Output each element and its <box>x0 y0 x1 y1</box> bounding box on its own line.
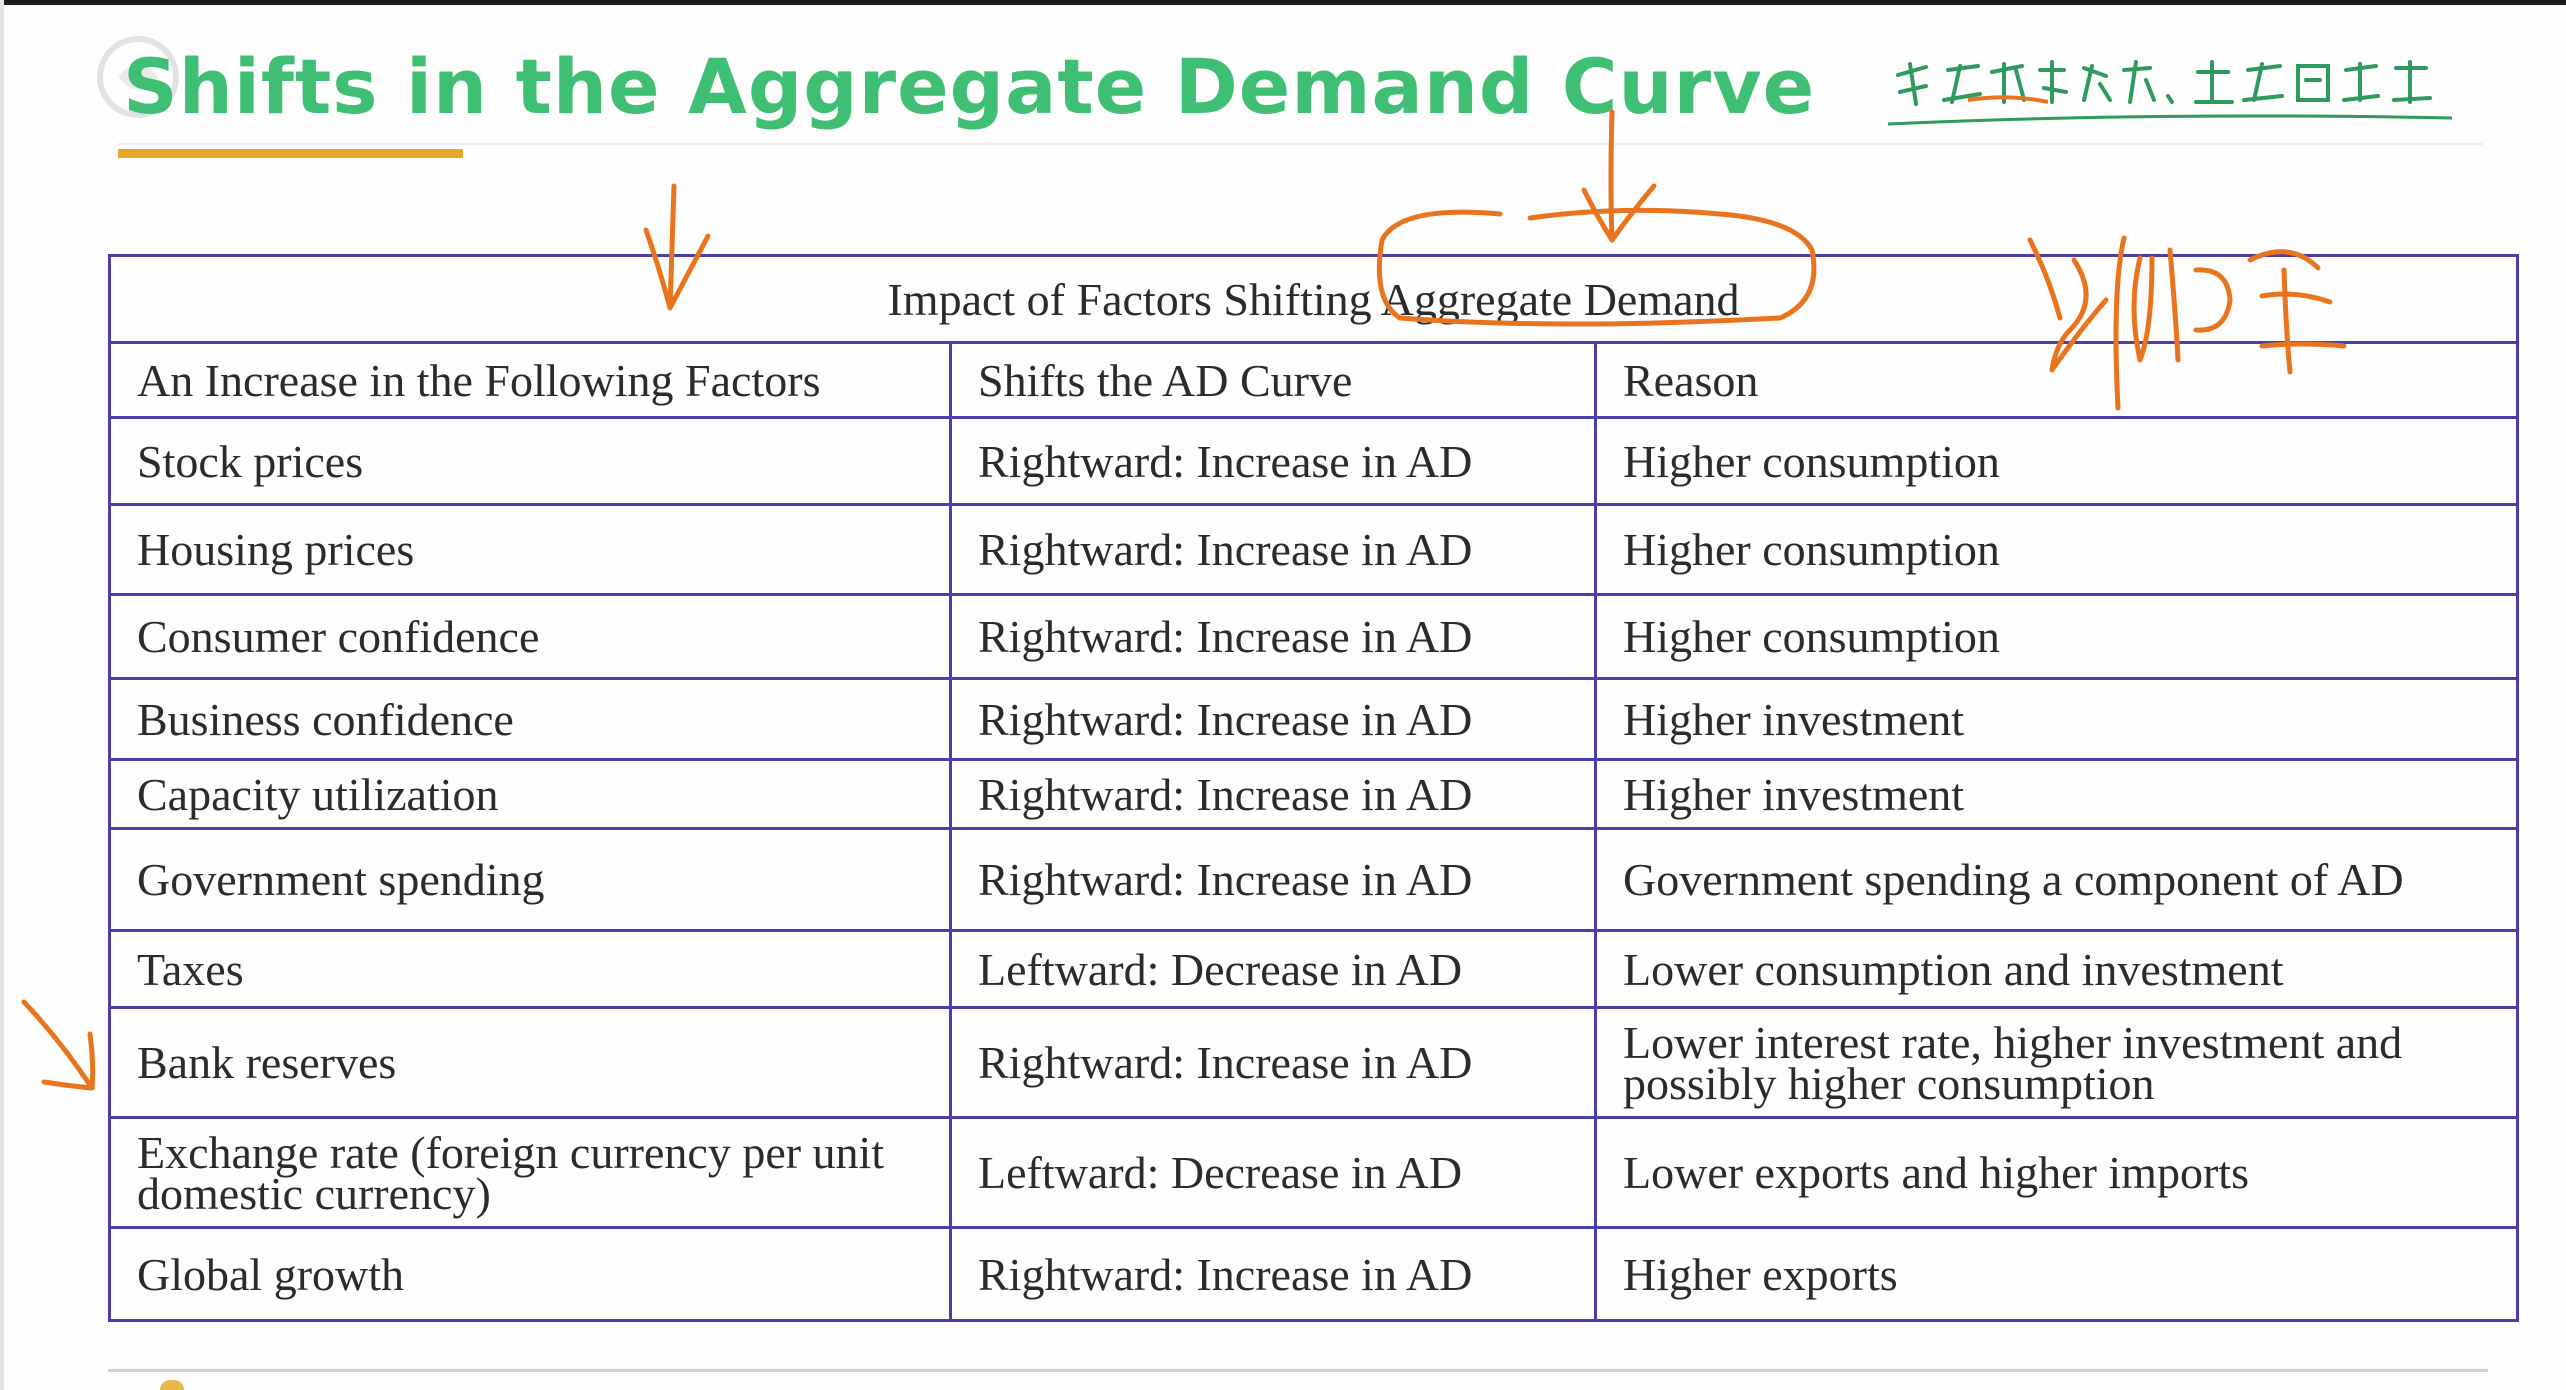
shift-cell: Rightward: Increase in AD <box>949 677 1597 761</box>
shift-cell: Rightward: Increase in AD <box>949 827 1597 932</box>
title-rule <box>118 143 2483 145</box>
table-caption-row: Impact of Factors Shifting Aggregate Dem… <box>107 254 2520 344</box>
reason-cell: Higher consumption <box>1593 593 2520 680</box>
top-edge <box>0 0 2566 5</box>
shift-cell: Leftward: Decrease in AD <box>949 929 1597 1009</box>
table-row: Government spending Rightward: Increase … <box>108 827 2520 932</box>
reason-cell: Lower exports and higher imports <box>1593 1116 2520 1229</box>
table-caption: Impact of Factors Shifting Aggregate Dem… <box>107 254 2520 344</box>
factor-cell: Stock prices <box>108 416 952 506</box>
footer-rule <box>108 1369 2488 1372</box>
shift-cell: Rightward: Increase in AD <box>949 503 1597 596</box>
title-underline <box>118 149 463 158</box>
factor-cell: Global growth <box>108 1226 952 1322</box>
table-row: Housing prices Rightward: Increase in AD… <box>108 503 2520 596</box>
table-row: Bank reserves Rightward: Increase in AD … <box>108 1006 2520 1119</box>
footer-mark <box>160 1380 184 1390</box>
table-row: Consumer confidence Rightward: Increase … <box>108 593 2520 680</box>
column-header-reason: Reason <box>1593 341 2520 419</box>
table-row: Capacity utilization Rightward: Increase… <box>108 758 2520 830</box>
table-row: Stock prices Rightward: Increase in AD H… <box>108 416 2520 506</box>
table-row: Taxes Leftward: Decrease in AD Lower con… <box>108 929 2520 1009</box>
factor-cell: Consumer confidence <box>108 593 952 680</box>
reason-cell: Higher exports <box>1593 1226 2520 1322</box>
arrow-down-icon <box>1581 109 1657 243</box>
shift-cell: Rightward: Increase in AD <box>949 593 1597 680</box>
factor-cell-highlighted: Bank reserves <box>108 1006 952 1119</box>
factor-cell: Taxes <box>108 929 952 1009</box>
reason-cell: Lower consumption and investment <box>1593 929 2520 1009</box>
slide-title: Shifts in the Aggregate Demand Curve <box>123 42 1816 131</box>
reason-cell: Higher consumption <box>1593 503 2520 596</box>
shift-cell: Rightward: Increase in AD <box>949 1226 1597 1322</box>
table-row: Global growth Rightward: Increase in AD … <box>108 1226 2520 1322</box>
factors-table: Impact of Factors Shifting Aggregate Dem… <box>107 254 2520 1322</box>
shift-cell: Rightward: Increase in AD <box>949 1006 1597 1119</box>
factor-cell: Government spending <box>108 827 952 932</box>
table-header-row: An Increase in the Following Factors Shi… <box>108 341 2520 419</box>
arrow-down-right-icon <box>21 999 96 1091</box>
column-header-shift: Shifts the AD Curve <box>949 341 1597 419</box>
table-row: Exchange rate (foreign currency per unit… <box>108 1116 2520 1229</box>
watermark-logo <box>97 36 179 118</box>
table-row: Business confidence Rightward: Increase … <box>108 677 2520 761</box>
column-header-factors: An Increase in the Following Factors <box>108 341 952 419</box>
shift-cell: Leftward: Decrease in AD <box>949 1116 1597 1229</box>
factor-cell: Exchange rate (foreign currency per unit… <box>108 1116 952 1229</box>
left-edge <box>0 0 4 1390</box>
reason-cell: Higher consumption <box>1593 416 2520 506</box>
reason-cell: Higher investment <box>1593 758 2520 830</box>
factor-cell: Capacity utilization <box>108 758 952 830</box>
shift-cell: Rightward: Increase in AD <box>949 758 1597 830</box>
reason-cell: Lower interest rate, higher investment a… <box>1593 1006 2520 1119</box>
factor-cell: Business confidence <box>108 677 952 761</box>
reason-cell: Government spending a component of AD <box>1593 827 2520 932</box>
factor-cell: Housing prices <box>108 503 952 596</box>
shift-cell: Rightward: Increase in AD <box>949 416 1597 506</box>
reason-cell: Higher investment <box>1593 677 2520 761</box>
